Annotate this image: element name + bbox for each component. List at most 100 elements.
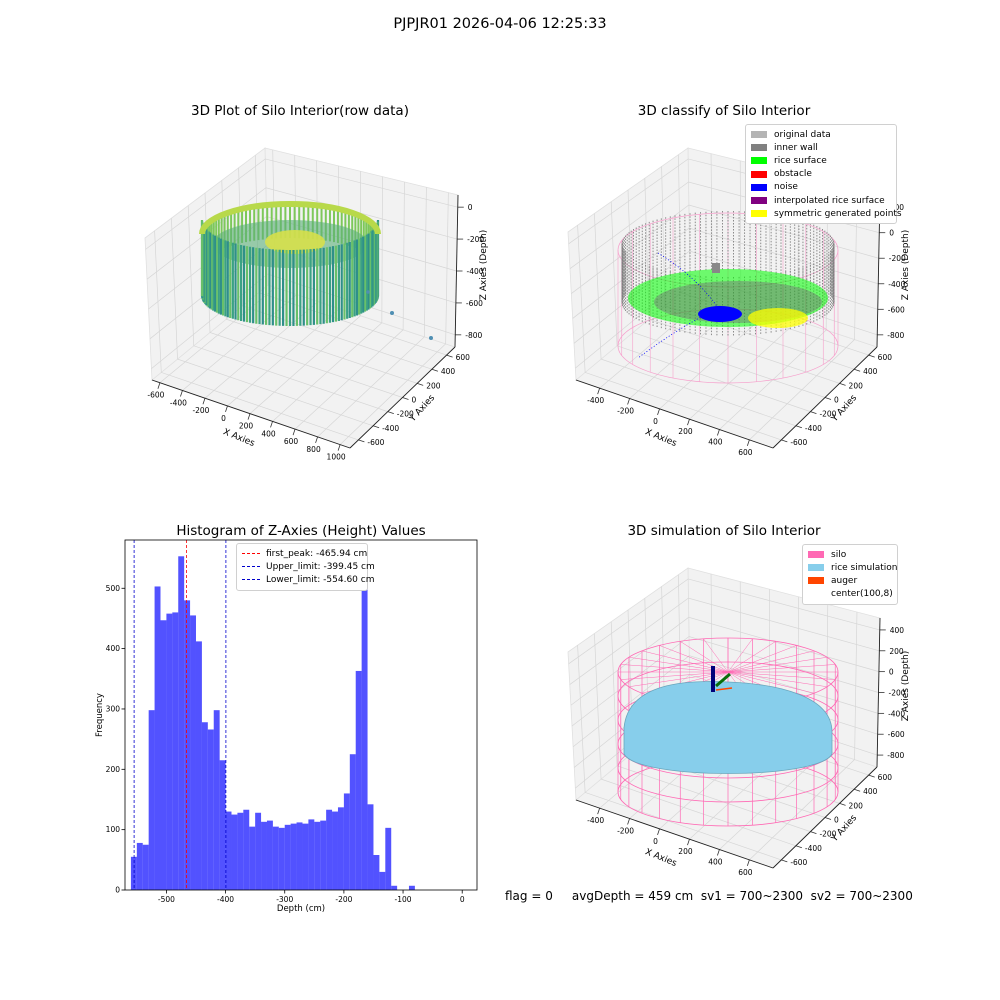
y-gridline <box>221 180 418 384</box>
x-tick-label: 0 <box>221 414 226 423</box>
y-tick <box>358 439 365 443</box>
outlier-point <box>390 311 394 315</box>
x-tick-label: 600 <box>284 437 299 446</box>
x-gridline <box>749 611 858 861</box>
z-tick-label: -600 <box>888 305 905 314</box>
histogram-bar <box>237 812 244 890</box>
y-tick-label: 600 <box>878 353 893 362</box>
x-tick <box>270 421 273 428</box>
histogram-bar <box>337 807 344 890</box>
y-tick-label: 200 <box>849 381 864 390</box>
x-tick-label: -600 <box>147 391 164 400</box>
z-tick-label: -200 <box>889 254 906 263</box>
histogram-bar <box>326 809 333 890</box>
histogram-bar <box>278 827 285 890</box>
wall-rim <box>199 201 381 235</box>
histogram-bar <box>290 823 297 890</box>
y-tick-label: 200 <box>106 765 121 774</box>
legend-label: center(100,8) <box>831 589 893 600</box>
interpolated-points <box>654 281 822 323</box>
z-tick-label: -200 <box>467 235 484 244</box>
legend-swatch <box>808 551 824 559</box>
x-tick-label: -200 <box>617 406 634 415</box>
floor-pane <box>575 704 878 869</box>
y-tick <box>402 397 409 400</box>
silo-wire <box>641 650 729 673</box>
legend-entry: symmetric generated points <box>751 207 902 220</box>
legend-swatch <box>751 210 767 218</box>
raw-cylinder <box>199 201 433 340</box>
silo-wire <box>727 671 776 703</box>
histogram-bar <box>219 760 226 890</box>
z-gridline <box>151 273 456 369</box>
legend-label: Upper_limit: -399.45 cm <box>266 561 375 572</box>
y-axis-label: Frequency <box>95 693 105 737</box>
histogram-bar <box>355 670 362 890</box>
plot-frame <box>124 539 478 891</box>
y-tick-label: -400 <box>382 424 399 433</box>
y-tick <box>810 411 817 415</box>
silo-wire <box>617 637 839 707</box>
x-tick <box>315 436 318 443</box>
histogram-bar <box>130 856 137 890</box>
x-tick <box>597 808 601 815</box>
x-gridline <box>204 160 319 399</box>
x-tick <box>292 429 296 436</box>
histogram-bar <box>302 823 309 890</box>
y-tick <box>868 354 875 358</box>
y-tick-label: 0 <box>834 816 839 825</box>
histogram-bar <box>296 822 303 890</box>
y-tick <box>810 831 817 835</box>
y-gridline <box>678 574 869 776</box>
x-tick <box>180 390 183 397</box>
y-gridline <box>627 609 826 818</box>
interior-points <box>212 220 368 268</box>
silo-wire <box>727 645 797 673</box>
y-gridline <box>610 201 811 412</box>
simulation-legend: silo rice simulation auger center(100,8) <box>802 544 898 605</box>
legend-entry: interpolated rice surface <box>751 194 891 207</box>
z-gridline <box>570 616 880 706</box>
x-tick <box>247 413 251 420</box>
histogram-bar <box>272 826 279 890</box>
legend-swatch <box>751 157 767 165</box>
y-tick-label: 400 <box>863 787 878 796</box>
legend-entry: Upper_limit: -399.45 cm <box>242 560 375 573</box>
legend-label: inner wall <box>774 142 818 153</box>
silo-wire <box>727 671 828 687</box>
silo-wire <box>703 671 729 706</box>
histogram-bar <box>255 812 262 890</box>
classified-points <box>617 211 839 384</box>
x-axis-line <box>151 379 351 449</box>
legend-swatch <box>808 590 824 598</box>
y-tick-label: 400 <box>863 367 878 376</box>
histogram-bar <box>231 814 238 890</box>
silo-wire <box>727 671 836 680</box>
x-gridline <box>689 596 799 840</box>
silo-wire <box>727 657 828 673</box>
z-tick-label: -200 <box>889 689 906 698</box>
silo-wire <box>727 671 797 699</box>
histogram-bar <box>136 842 143 890</box>
y-axis-line <box>772 346 878 449</box>
y-tick <box>781 859 788 863</box>
histogram-bar <box>266 820 273 890</box>
z-tick-label: -800 <box>887 751 904 760</box>
legend-label: rice surface <box>774 155 827 166</box>
y-gridline <box>238 167 433 370</box>
z-tick-label: -400 <box>467 267 484 276</box>
y-tick-label: 400 <box>441 367 456 376</box>
legend-swatch <box>242 553 260 555</box>
y-tick-label: -600 <box>367 438 384 447</box>
histogram-bar <box>207 729 214 890</box>
y-tick-label: 0 <box>834 396 839 405</box>
histogram-bar <box>379 871 386 890</box>
x-gridline <box>227 165 340 407</box>
y-tick-label: 0 <box>412 396 417 405</box>
y-gridline <box>577 645 782 861</box>
x-axis-label: X Axies <box>643 427 678 449</box>
x-gridline <box>317 187 427 438</box>
legend-entry: Lower_limit: -554.60 cm <box>242 573 374 586</box>
y-tick <box>853 368 861 372</box>
silo-wire <box>703 638 729 673</box>
